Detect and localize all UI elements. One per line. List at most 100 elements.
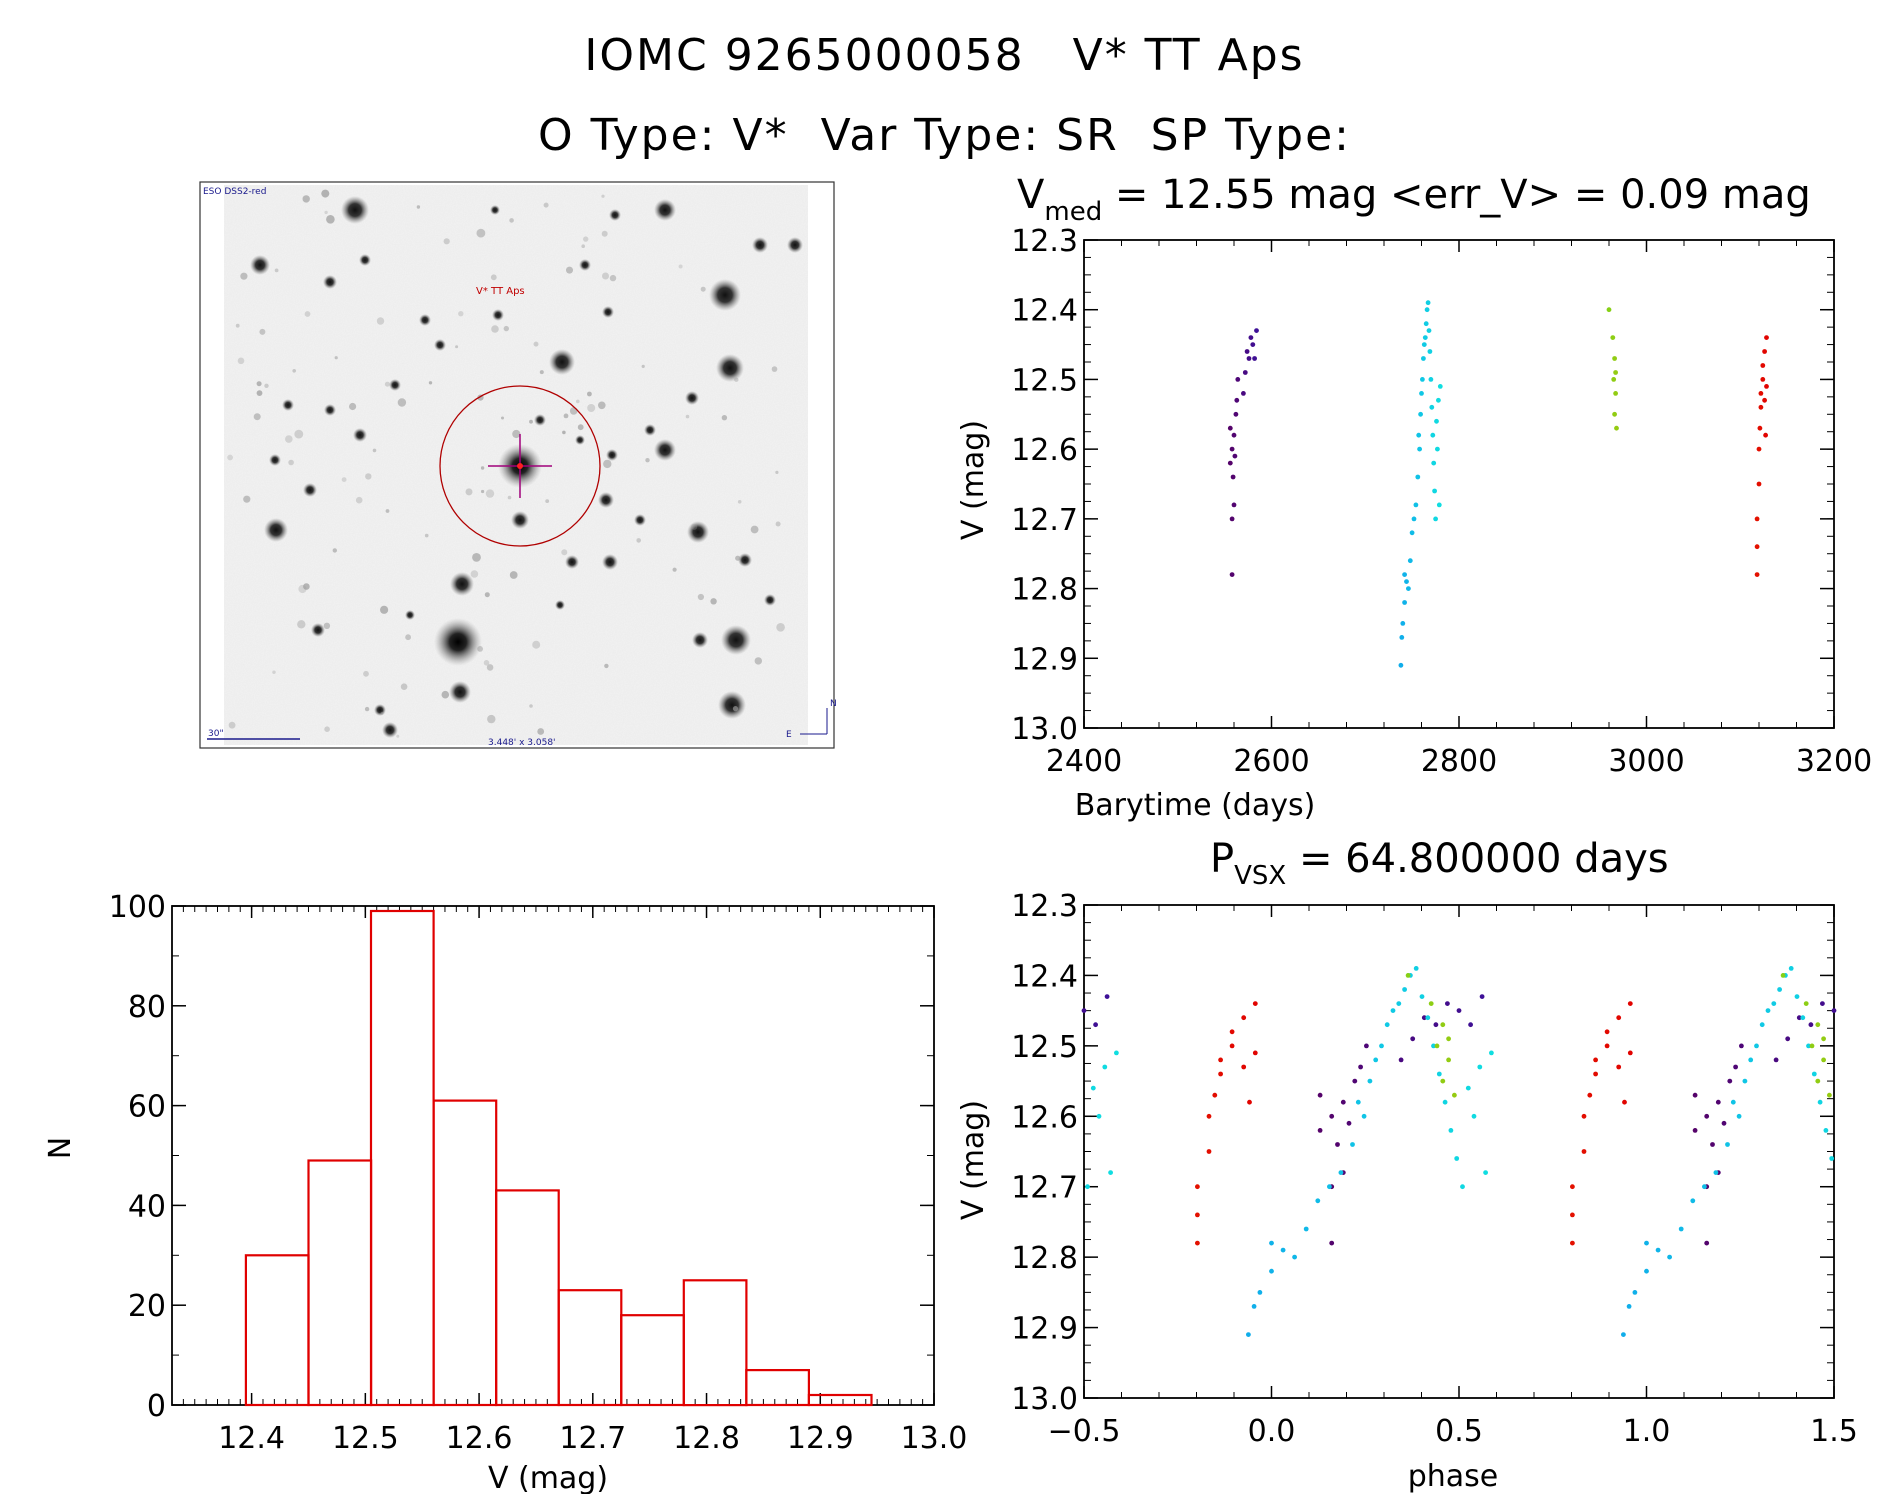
- phase-point: [1655, 1247, 1661, 1253]
- faint-star: [349, 402, 357, 411]
- phase-point: [1421, 1015, 1427, 1021]
- lc-title: Vmed = 12.55 mag <err_V> = 0.09 mag: [1017, 172, 1811, 227]
- compass: N E: [786, 699, 837, 740]
- phase-point: [1241, 1064, 1247, 1070]
- phase-point: [1831, 1008, 1837, 1013]
- lc-point: [1407, 558, 1413, 564]
- star: [602, 554, 618, 570]
- lc-point: [1756, 481, 1762, 487]
- faint-star: [455, 345, 459, 349]
- phase-point: [1206, 1149, 1212, 1154]
- x-tick-label: 0.5: [1435, 1414, 1483, 1449]
- histogram-bar: [745, 1368, 810, 1407]
- light-curve-plot: Vmed = 12.55 mag <err_V> = 0.09 mag 2400…: [956, 172, 1872, 823]
- lc-point: [1613, 391, 1618, 396]
- y-tick-label: 80: [128, 990, 166, 1025]
- phase-point: [1821, 1036, 1826, 1042]
- faint-star: [484, 592, 490, 598]
- phase-point: [1773, 1057, 1779, 1063]
- fov-label: 3.448' x 3.058': [488, 738, 556, 748]
- y-tick-label: 13.0: [1011, 712, 1078, 747]
- lc-point: [1764, 335, 1769, 340]
- faint-star: [487, 714, 496, 724]
- x-tick-label: 2800: [1421, 744, 1497, 779]
- star: [692, 632, 708, 648]
- lc-point: [1612, 356, 1617, 361]
- star: [718, 691, 746, 719]
- star: [405, 610, 415, 620]
- star: [419, 314, 431, 326]
- histogram-bar: [244, 1254, 310, 1407]
- faint-star: [476, 228, 486, 238]
- phase-point: [1315, 1198, 1321, 1204]
- svg-text:N: N: [830, 699, 837, 709]
- phase-point: [1626, 1304, 1632, 1309]
- phase-point: [1827, 1092, 1832, 1098]
- faint-star: [533, 341, 539, 347]
- phase-point: [1448, 1128, 1454, 1133]
- lc-point: [1398, 662, 1404, 668]
- phase-point: [1815, 1022, 1821, 1028]
- faint-star: [480, 466, 485, 470]
- lc-point: [1400, 621, 1406, 626]
- phase-point: [1811, 1071, 1817, 1077]
- phase-point: [1736, 1113, 1742, 1119]
- phase-point: [1280, 1247, 1286, 1253]
- lc-point: [1756, 446, 1762, 452]
- faint-star: [428, 381, 433, 385]
- faint-star: [501, 416, 504, 420]
- lc-point: [1613, 370, 1618, 375]
- phase-point: [1593, 1057, 1598, 1063]
- faint-star: [259, 328, 266, 335]
- plot-frame: [171, 905, 935, 1406]
- y-tick-label: 12.8: [1011, 573, 1078, 608]
- faint-star: [672, 567, 677, 572]
- faint-star: [355, 496, 363, 504]
- phase-point: [1246, 1332, 1251, 1337]
- phase-point: [1212, 1092, 1218, 1098]
- lc-point: [1416, 432, 1422, 438]
- phase-point: [1587, 1092, 1593, 1098]
- phase-point: [1241, 1015, 1247, 1021]
- lc-point: [1760, 377, 1766, 382]
- x-tick-label: 12.9: [787, 1421, 854, 1456]
- lc-point: [1434, 418, 1439, 424]
- phase-point: [1727, 1078, 1733, 1084]
- phase-point: [1090, 1085, 1096, 1091]
- faint-star: [604, 663, 609, 669]
- star: [555, 600, 565, 610]
- histogram-bar: [369, 909, 435, 1407]
- lc-point: [1432, 488, 1437, 494]
- star: [579, 259, 591, 271]
- faint-star: [678, 264, 683, 269]
- phase-point: [1570, 1184, 1575, 1190]
- faint-star: [288, 459, 294, 466]
- phase-point: [1373, 1057, 1379, 1063]
- star: [490, 205, 500, 215]
- phase-point: [1218, 1071, 1223, 1077]
- lc-point: [1404, 579, 1409, 584]
- faint-star: [326, 215, 335, 224]
- y-tick-label: 12.5: [1011, 363, 1078, 398]
- lc-point: [1406, 586, 1411, 591]
- phase-point: [1765, 1008, 1771, 1013]
- faint-star: [443, 238, 450, 245]
- phase-points: [1081, 966, 1837, 1337]
- faint-star: [685, 414, 690, 419]
- phase-point: [1379, 1043, 1384, 1049]
- x-tick-label: 0.0: [1248, 1414, 1296, 1449]
- faint-star: [472, 553, 481, 562]
- faint-star: [509, 571, 518, 579]
- faint-star: [304, 311, 311, 317]
- faint-star: [732, 706, 739, 712]
- svg-text:E: E: [786, 730, 792, 740]
- star: [654, 439, 676, 461]
- phase-point: [1436, 1071, 1442, 1077]
- phase-point: [1632, 1290, 1638, 1295]
- star: [738, 553, 752, 567]
- faint-star: [324, 726, 330, 732]
- x-tick-label: 1.0: [1623, 1414, 1671, 1449]
- phase-point: [1644, 1240, 1649, 1246]
- phase-point: [1361, 1113, 1367, 1119]
